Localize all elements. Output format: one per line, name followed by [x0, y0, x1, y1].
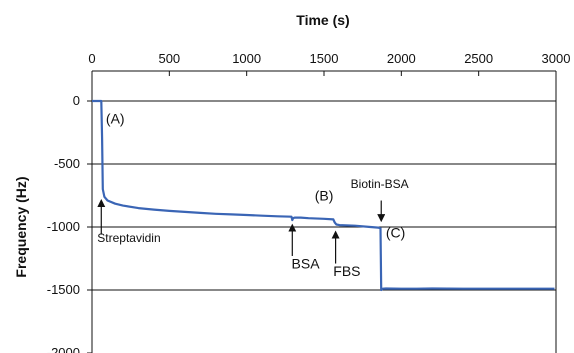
x-axis-title: Time (s) [296, 12, 349, 28]
y-axis-title: Frequency (Hz) [13, 176, 29, 277]
x-tick-label: 0 [88, 51, 95, 66]
annotations: (A) (B) (C) Streptavidin BSA FBS Biotin-BSA [97, 111, 409, 279]
series-group [92, 99, 555, 292]
x-tick-label: 2500 [464, 51, 493, 66]
y-tick-label: -1000 [47, 219, 80, 234]
x-tick-label: 3000 [542, 51, 571, 66]
grid [92, 71, 557, 353]
y-ticks: 0 -500 -1000 -1500 -2000 [47, 71, 93, 353]
x-tick-label: 1000 [232, 51, 261, 66]
x-tick-label: 2000 [387, 51, 416, 66]
annotation-label: Streptavidin [97, 231, 160, 245]
annotation-label: BSA [292, 256, 321, 272]
y-tick-label: -2000 [47, 345, 80, 353]
series-line [92, 99, 555, 292]
y-tick-label: -500 [54, 156, 80, 171]
y-tick-label: 0 [73, 93, 80, 108]
x-tick-label: 500 [158, 51, 180, 66]
y-tick-label: -1500 [47, 282, 80, 297]
x-tick-label: 1500 [310, 51, 339, 66]
annotation-label: (B) [315, 188, 334, 204]
x-ticks: 0 500 1000 1500 2000 2500 3000 [88, 51, 571, 76]
annotation-label: Biotin-BSA [351, 177, 409, 191]
annotation-label: FBS [333, 263, 360, 279]
annotation-label: (C) [386, 225, 405, 241]
annotation-label: (A) [106, 111, 125, 127]
